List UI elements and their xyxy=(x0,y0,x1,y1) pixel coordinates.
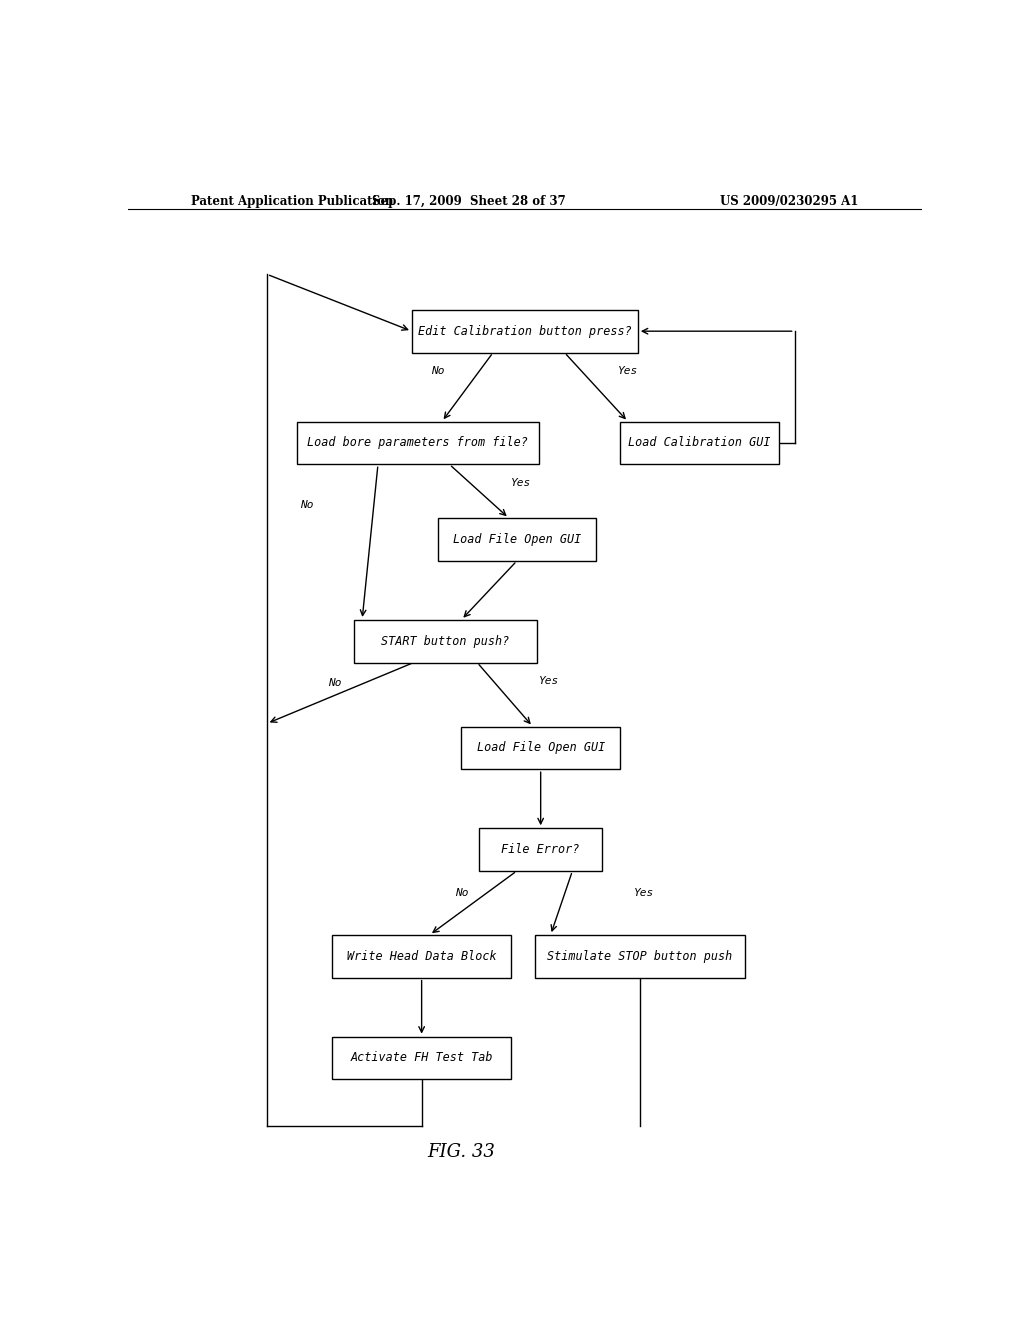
Text: Load File Open GUI: Load File Open GUI xyxy=(476,742,605,755)
Text: No: No xyxy=(328,678,341,688)
Text: Yes: Yes xyxy=(511,478,531,487)
Text: START button push?: START button push? xyxy=(381,635,510,648)
Text: FIG. 33: FIG. 33 xyxy=(427,1143,496,1162)
Text: Load File Open GUI: Load File Open GUI xyxy=(453,533,581,546)
Text: Activate FH Test Tab: Activate FH Test Tab xyxy=(350,1052,493,1064)
Text: No: No xyxy=(431,366,444,376)
Text: Yes: Yes xyxy=(539,676,559,686)
Text: No: No xyxy=(455,888,468,898)
FancyBboxPatch shape xyxy=(620,421,779,465)
Text: Load bore parameters from file?: Load bore parameters from file? xyxy=(307,437,528,450)
Text: File Error?: File Error? xyxy=(502,843,580,857)
Text: Yes: Yes xyxy=(617,366,638,376)
Text: US 2009/0230295 A1: US 2009/0230295 A1 xyxy=(720,195,858,209)
FancyBboxPatch shape xyxy=(333,1036,511,1080)
FancyBboxPatch shape xyxy=(462,726,621,770)
FancyBboxPatch shape xyxy=(479,828,602,871)
Text: Yes: Yes xyxy=(634,888,654,898)
Text: Edit Calibration button press?: Edit Calibration button press? xyxy=(418,325,632,338)
Text: Load Calibration GUI: Load Calibration GUI xyxy=(628,437,771,450)
FancyBboxPatch shape xyxy=(297,421,539,465)
Text: No: No xyxy=(300,500,313,510)
Text: Stimulate STOP button push: Stimulate STOP button push xyxy=(547,950,732,962)
Text: Sep. 17, 2009  Sheet 28 of 37: Sep. 17, 2009 Sheet 28 of 37 xyxy=(373,195,566,209)
FancyBboxPatch shape xyxy=(333,935,511,978)
Text: Write Head Data Block: Write Head Data Block xyxy=(347,950,497,962)
FancyBboxPatch shape xyxy=(412,310,638,352)
FancyBboxPatch shape xyxy=(354,620,537,663)
Text: Patent Application Publication: Patent Application Publication xyxy=(191,195,394,209)
FancyBboxPatch shape xyxy=(437,519,596,561)
FancyBboxPatch shape xyxy=(535,935,745,978)
